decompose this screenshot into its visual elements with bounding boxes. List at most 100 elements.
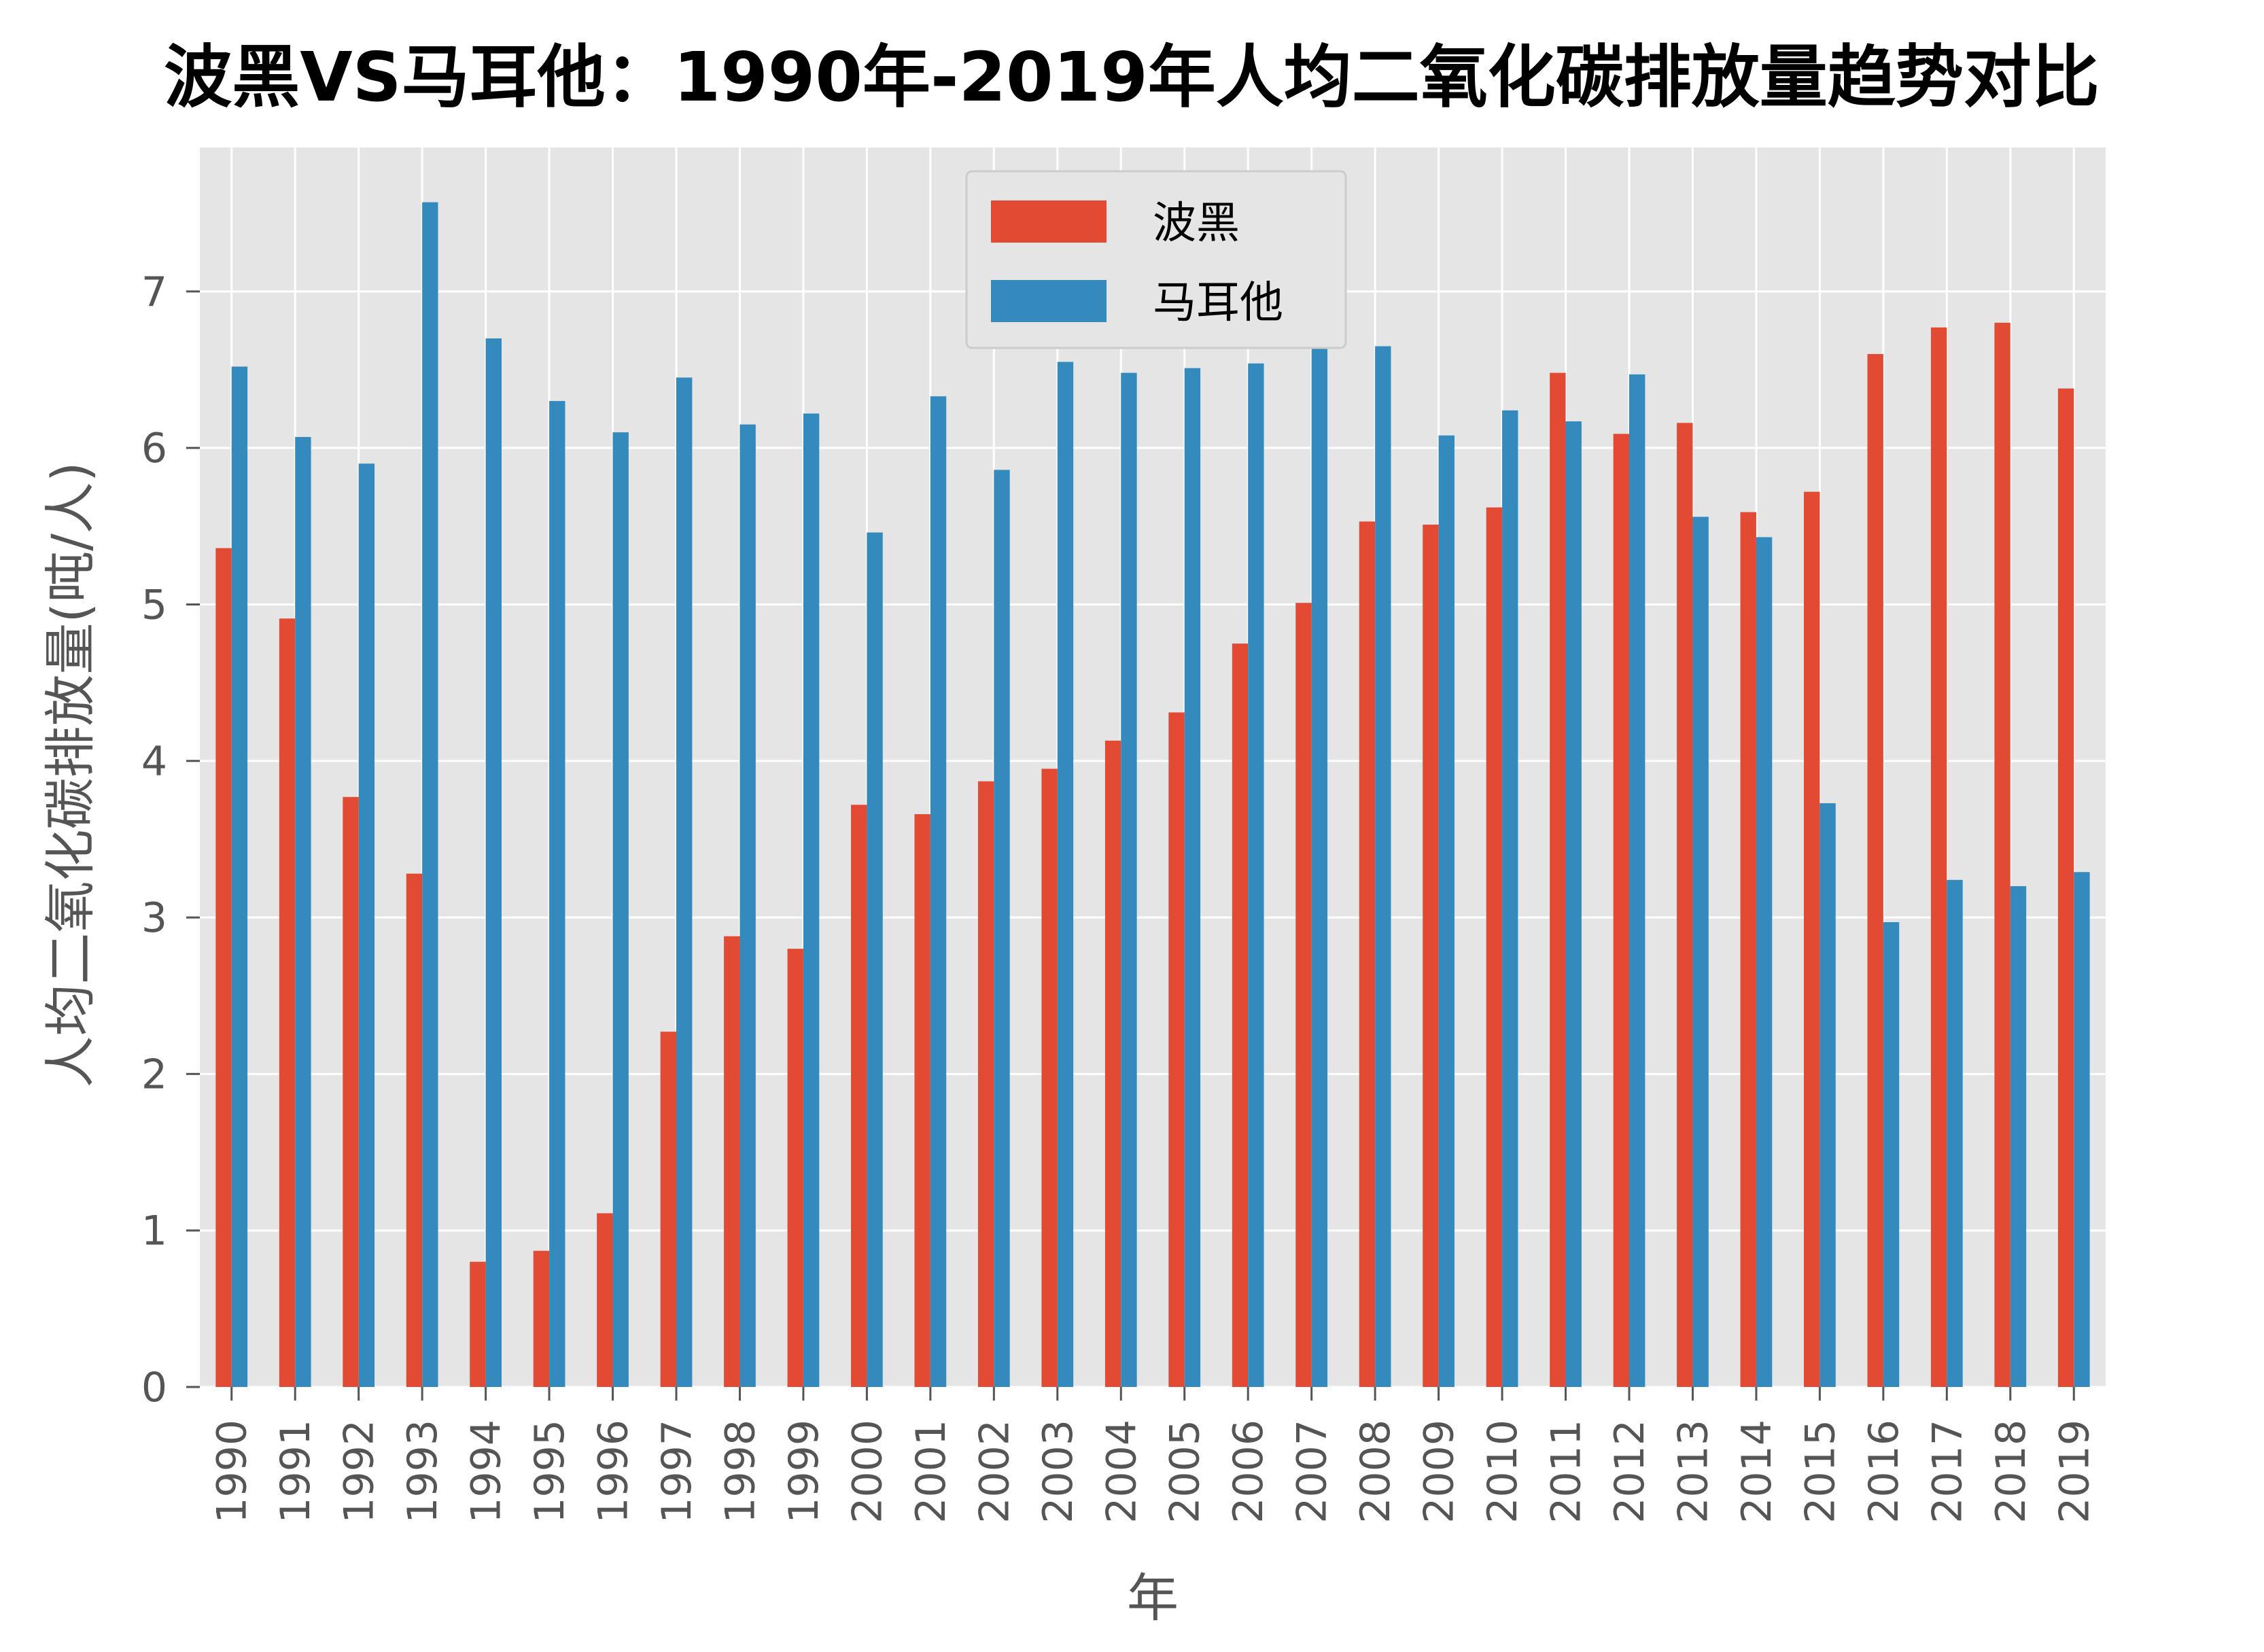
bar-series-1 xyxy=(660,1032,676,1387)
legend-label-1: 马耳他 xyxy=(1153,278,1283,328)
x-tick-label: 2003 xyxy=(1034,1420,1082,1524)
x-tick-label: 2015 xyxy=(1796,1420,1844,1524)
bar-series-2 xyxy=(485,338,502,1387)
x-tick-label: 1996 xyxy=(590,1420,638,1524)
bar-series-2 xyxy=(1502,410,1518,1387)
bar-series-1 xyxy=(597,1213,613,1387)
bar-series-1 xyxy=(1486,507,1503,1387)
x-tick-label: 2014 xyxy=(1733,1420,1781,1524)
x-tick-label: 1997 xyxy=(653,1420,701,1524)
bar-series-1 xyxy=(343,796,359,1387)
legend-label-0: 波黑 xyxy=(1153,198,1240,249)
x-tick-label: 1991 xyxy=(272,1420,319,1524)
x-tick-label: 2005 xyxy=(1162,1420,1209,1524)
bar-series-2 xyxy=(1819,803,1836,1387)
x-tick-label: 2002 xyxy=(971,1420,1018,1524)
y-tick-label: 1 xyxy=(141,1208,167,1255)
bar-series-1 xyxy=(1867,354,1883,1387)
y-tick-label: 7 xyxy=(141,268,167,316)
bar-series-2 xyxy=(1756,537,1773,1387)
bar-series-1 xyxy=(914,814,930,1387)
x-tick-label: 2009 xyxy=(1416,1420,1463,1524)
x-tick-label: 2011 xyxy=(1543,1420,1590,1524)
bar-series-2 xyxy=(1057,362,1074,1387)
bar-series-2 xyxy=(422,202,438,1387)
x-axis-label: 年 xyxy=(1127,1568,1179,1628)
y-tick-label: 5 xyxy=(141,581,167,629)
bar-series-2 xyxy=(1565,421,1582,1387)
bar-series-2 xyxy=(612,432,629,1387)
bar-series-1 xyxy=(1423,525,1439,1387)
bar-series-1 xyxy=(406,873,423,1387)
x-tick-label: 2013 xyxy=(1669,1420,1717,1524)
x-tick-label: 2016 xyxy=(1860,1420,1908,1524)
bar-series-1 xyxy=(1550,372,1566,1387)
y-axis-label: 人均二氧化碳排放量(吨/人) xyxy=(40,462,101,1088)
bar-series-2 xyxy=(1883,922,1900,1387)
bar-series-2 xyxy=(1629,374,1645,1387)
bar-series-2 xyxy=(2010,886,2027,1387)
legend-swatch-0 xyxy=(991,200,1107,243)
bar-series-2 xyxy=(676,377,693,1388)
bar-series-1 xyxy=(1104,740,1121,1387)
bar-series-1 xyxy=(1677,423,1693,1388)
bar-series-2 xyxy=(2074,872,2090,1387)
legend-swatch-1 xyxy=(991,280,1107,322)
bar-series-2 xyxy=(1184,368,1201,1387)
bar-series-1 xyxy=(1168,712,1185,1387)
bar-series-2 xyxy=(1311,340,1328,1388)
bar-series-2 xyxy=(1375,346,1391,1387)
bar-series-2 xyxy=(358,463,375,1387)
x-tick-label: 1999 xyxy=(780,1420,828,1524)
y-axis: 0 1 2 3 4 5 6 7 xyxy=(141,268,200,1411)
bar-series-2 xyxy=(295,437,311,1388)
x-tick-label: 2018 xyxy=(1987,1420,2035,1524)
bar-series-1 xyxy=(2057,388,2074,1387)
x-tick-label: 1995 xyxy=(526,1420,574,1524)
bar-series-2 xyxy=(803,413,820,1387)
bar-series-2 xyxy=(1438,435,1455,1387)
y-tick-label: 6 xyxy=(141,425,167,472)
x-tick-label: 1992 xyxy=(336,1420,383,1524)
x-tick-label: 1998 xyxy=(716,1420,764,1524)
x-tick-label: 2007 xyxy=(1289,1420,1336,1524)
x-tick-label: 2001 xyxy=(907,1420,955,1524)
bar-series-1 xyxy=(851,805,867,1387)
bar-series-2 xyxy=(1121,372,1137,1387)
bar-series-2 xyxy=(994,470,1010,1387)
bar-series-1 xyxy=(787,949,803,1387)
bar-series-1 xyxy=(470,1261,486,1387)
bar-series-2 xyxy=(231,366,248,1387)
bar-series-1 xyxy=(1295,603,1312,1387)
bar-series-2 xyxy=(1947,879,1963,1387)
x-tick-label: 1994 xyxy=(463,1420,510,1524)
bar-series-1 xyxy=(1994,322,2010,1387)
bar-series-1 xyxy=(1804,491,1820,1387)
bar-series-1 xyxy=(1740,512,1756,1387)
bar-series-1 xyxy=(1359,521,1376,1387)
bar-series-1 xyxy=(1613,434,1629,1387)
x-tick-label: 2010 xyxy=(1479,1420,1527,1524)
bar-series-1 xyxy=(1930,327,1947,1387)
bar-series-1 xyxy=(215,548,232,1388)
y-tick-label: 2 xyxy=(141,1051,167,1098)
x-axis: 1990 1991 1992 1993 1994 1995 1996 1997 1998 1999… xyxy=(209,1387,2098,1524)
bar-series-2 xyxy=(739,424,756,1387)
bar-series-2 xyxy=(930,396,947,1387)
bar-series-1 xyxy=(279,618,296,1387)
bar-series-1 xyxy=(724,936,740,1387)
x-tick-label: 2019 xyxy=(2051,1420,2098,1524)
x-tick-label: 2004 xyxy=(1098,1420,1145,1524)
y-tick-label: 0 xyxy=(141,1364,167,1411)
x-tick-label: 2006 xyxy=(1225,1420,1272,1524)
bar-series-1 xyxy=(533,1250,550,1387)
x-tick-label: 2012 xyxy=(1606,1420,1654,1524)
bar-series-1 xyxy=(977,781,994,1387)
bar-series-1 xyxy=(1232,644,1249,1388)
bar-series-2 xyxy=(867,532,883,1388)
x-tick-label: 2000 xyxy=(843,1420,891,1524)
x-tick-label: 2017 xyxy=(1923,1420,1971,1524)
x-tick-label: 1993 xyxy=(399,1420,447,1524)
bar-series-2 xyxy=(1692,516,1709,1387)
